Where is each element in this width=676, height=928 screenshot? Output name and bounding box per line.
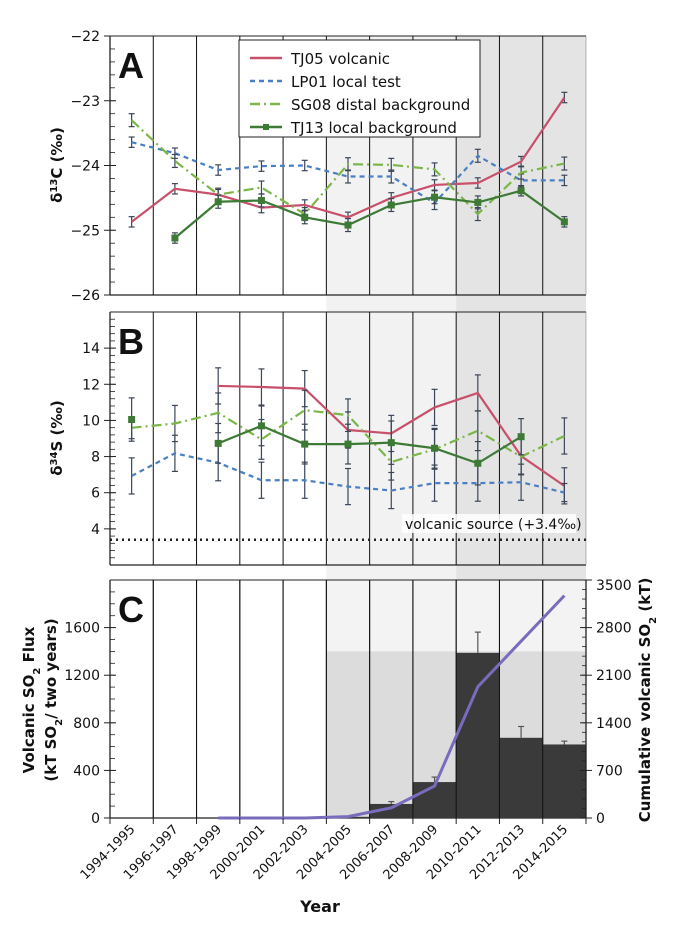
y-tick-label: 400 [73, 763, 100, 779]
right-y-tick-label: 3500 [596, 578, 632, 594]
y-axis-title-c-left-units: (kT SO2/ two years) [42, 618, 65, 781]
y-tick-label: 1200 [64, 668, 100, 684]
bar [369, 803, 413, 818]
volcanic-source-label: volcanic source (+3.4‰) [405, 517, 582, 533]
y-tick-label: −22 [70, 29, 100, 45]
legend-marker [263, 124, 269, 130]
y-tick-label: −24 [70, 159, 100, 175]
x-axis-title: Year [299, 897, 340, 916]
data-point-marker [344, 221, 352, 229]
legend-label: TJ13 local background [290, 119, 457, 137]
data-point-marker [474, 459, 482, 467]
data-point-marker [387, 439, 395, 447]
legend-label: TJ05 volcanic [290, 50, 390, 68]
data-point-marker [214, 439, 222, 447]
y-tick-label: 6 [91, 486, 100, 502]
series-line [217, 424, 522, 465]
legend-label: SG08 distal background [291, 96, 470, 114]
reference-label-bg [402, 514, 576, 533]
panel-A: −22 −23 −24 −25 −26 A [70, 29, 587, 304]
data-point-marker [560, 218, 568, 226]
panel-label: A [118, 45, 144, 86]
legend: TJ05 volcanic LP01 local test SG08 distal … [238, 39, 481, 138]
y-tick-label: 800 [73, 716, 100, 732]
panel-label: C [118, 589, 144, 630]
y-tick-label: 12 [82, 377, 100, 393]
data-point-marker [257, 196, 265, 204]
y-tick-label: 4 [91, 522, 100, 538]
bar [456, 652, 500, 818]
data-point-marker [344, 440, 352, 448]
data-point-marker [474, 198, 482, 206]
right-y-tick-label: 700 [596, 763, 623, 779]
legend-box [238, 39, 481, 138]
y-tick-label: −23 [70, 94, 100, 110]
series-tj13 [171, 184, 568, 244]
series-line [131, 408, 565, 464]
y-tick-label: 0 [91, 811, 100, 827]
y-tick-label: 8 [91, 450, 100, 466]
series-lp01 [128, 136, 568, 211]
y-tick-label: 10 [82, 413, 100, 429]
y-axis-title-c-left: Volcanic SO2 Flux [20, 626, 43, 773]
data-point-marker [431, 193, 439, 201]
right-y-tick-label: 0 [596, 811, 605, 827]
series-tj05 [128, 91, 568, 228]
panel-B: 4 6 8 10 12 14 B [82, 311, 587, 566]
data-point-marker [128, 416, 136, 424]
y-tick-label: −26 [70, 288, 100, 304]
y-tick-label: 1600 [64, 621, 100, 637]
bar [499, 737, 543, 818]
data-point-marker [517, 187, 525, 195]
y-tick-label: −25 [70, 223, 100, 239]
data-point-marker [301, 440, 309, 448]
data-point-marker [257, 422, 265, 430]
bar [542, 744, 586, 818]
series-line [130, 96, 566, 223]
data-point-marker [517, 433, 525, 441]
cumulative-line [218, 594, 566, 820]
series-line [174, 189, 566, 239]
data-point-marker [214, 198, 222, 206]
bars [326, 631, 586, 818]
series-line [131, 141, 565, 205]
panel-label: B [118, 321, 144, 362]
y-axis-title-b: δ34S (‰) [48, 400, 66, 476]
series-line [131, 452, 565, 494]
series-line [130, 119, 565, 216]
legend-label: LP01 local test [291, 73, 401, 91]
y-axis-title-c-right: Cumulative volcanic SO2 (kT) [636, 578, 659, 823]
y-tick-label: 14 [82, 341, 100, 357]
series-tj13 [128, 397, 525, 486]
right-y-tick-label: 2100 [596, 668, 632, 684]
data-point-marker [387, 201, 395, 209]
y-axis-title-a: δ13C (‰) [48, 127, 66, 203]
data-point-marker [171, 234, 179, 242]
bar [412, 782, 457, 818]
right-y-tick-label: 2800 [596, 621, 632, 637]
data-point-marker [301, 213, 309, 221]
data-point-marker [431, 444, 439, 452]
right-y-tick-label: 1400 [596, 716, 632, 732]
